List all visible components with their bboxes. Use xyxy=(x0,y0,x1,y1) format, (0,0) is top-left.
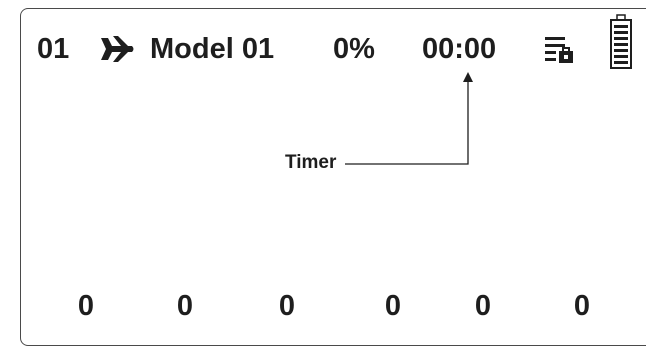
timer-display: 00:00 xyxy=(422,33,497,65)
channel-value: 0 xyxy=(77,290,95,322)
channel-value: 0 xyxy=(176,290,194,322)
channel-value: 0 xyxy=(573,290,591,322)
channel-value: 0 xyxy=(278,290,296,322)
model-number: 01 xyxy=(37,33,70,65)
channel-value: 0 xyxy=(384,290,402,322)
channel-value: 0 xyxy=(474,290,492,322)
channel-values-row: 0 0 0 0 0 0 xyxy=(0,289,646,323)
airplane-icon xyxy=(101,36,134,62)
timer-callout-label: Timer xyxy=(285,152,337,173)
transmitter-screen xyxy=(20,8,646,346)
model-name: Model 01 xyxy=(150,33,275,65)
list-lock-icon xyxy=(545,37,573,63)
throttle-percent: 0% xyxy=(333,33,375,65)
battery-icon xyxy=(610,14,632,69)
